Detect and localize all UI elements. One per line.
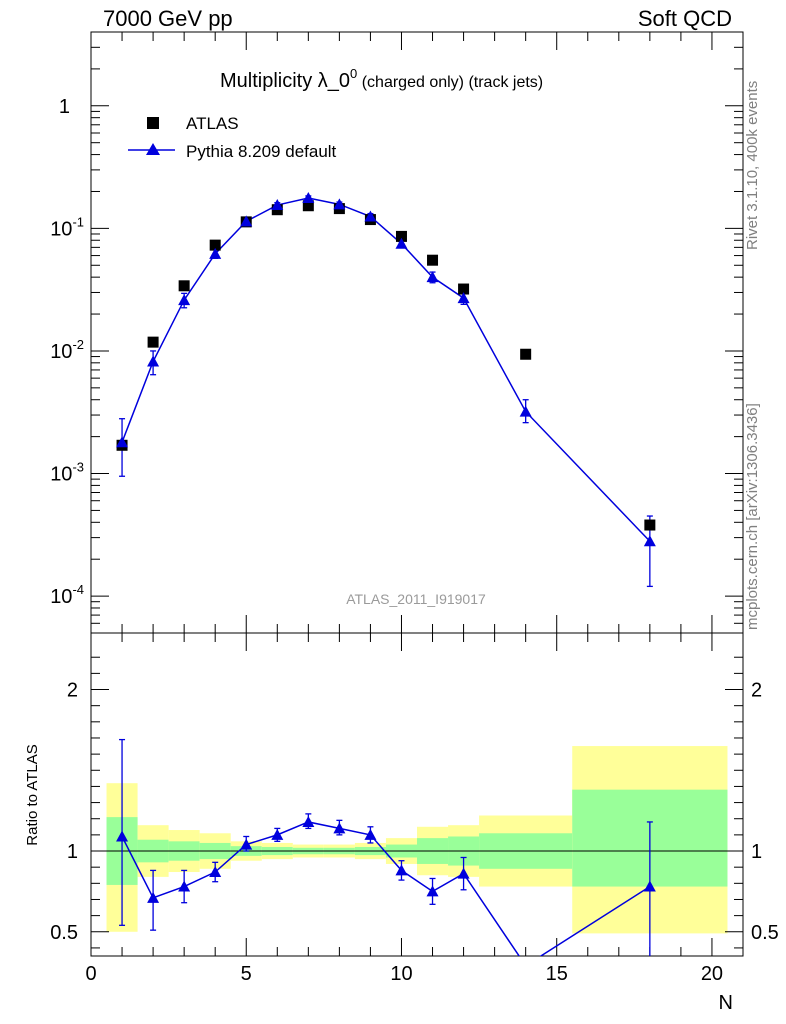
pythia-point bbox=[302, 191, 315, 203]
ratio-point bbox=[643, 880, 656, 892]
ratio-point bbox=[302, 815, 315, 827]
atlas-point bbox=[178, 280, 190, 292]
pythia-point bbox=[147, 355, 160, 367]
x-tick-label-1: 5 bbox=[241, 963, 252, 985]
ratio-y-tick-label-left-1: 1 bbox=[67, 841, 78, 863]
atlas-point bbox=[458, 283, 470, 295]
x-tick-label-2: 10 bbox=[390, 963, 412, 985]
pythia-point bbox=[271, 199, 284, 211]
x-tick-label-3: 15 bbox=[546, 963, 568, 985]
ratio-point bbox=[520, 960, 532, 971]
ratio-y-tick-label-left-2: 2 bbox=[67, 680, 78, 702]
pythia-point bbox=[643, 535, 656, 547]
pythia-point bbox=[364, 210, 377, 222]
y-tick-label-2: 10-2 bbox=[50, 337, 84, 363]
ratio-point bbox=[395, 864, 408, 876]
ratio-plot-ticks: 0 5 10 15 20 0.5 0.5 1 1 2 2 bbox=[50, 633, 779, 985]
ratio-plot-border bbox=[90, 632, 744, 957]
ratio-clipped-marks bbox=[116, 738, 656, 971]
pythia-point bbox=[457, 292, 470, 304]
ratio-point bbox=[178, 880, 191, 892]
pythia-line bbox=[121, 197, 651, 542]
main-plot-ticks: 10-4 10-3 10-2 10-1 1 bbox=[50, 31, 744, 634]
atlas-point bbox=[520, 348, 532, 360]
ratio-plot-marks bbox=[116, 738, 656, 971]
pythia-point bbox=[426, 271, 439, 283]
y-tick-label-0: 10-4 bbox=[50, 582, 84, 608]
ratio-point bbox=[240, 838, 253, 850]
chart-title: Multiplicity λ_00 (charged only) (track … bbox=[220, 66, 543, 92]
ratio-axis-label: Ratio to ATLAS bbox=[24, 744, 41, 845]
legend-marker-pythia bbox=[146, 143, 160, 155]
ratio-point bbox=[457, 867, 470, 879]
legend-label-atlas: ATLAS bbox=[186, 114, 239, 133]
atlas-point bbox=[427, 254, 439, 266]
analysis-watermark: ATLAS_2011_I919017 bbox=[346, 591, 486, 607]
chart-title-sub: (charged only) (track jets) bbox=[357, 74, 543, 91]
y-tick-label-4: 1 bbox=[59, 96, 70, 118]
y-tick-label-3: 10-1 bbox=[50, 214, 84, 240]
pythia-point bbox=[519, 405, 532, 417]
ratio-plot-frame bbox=[90, 632, 744, 957]
y-tick-label-1: 10-3 bbox=[50, 460, 84, 486]
pythia-point bbox=[178, 294, 191, 306]
ratio-bands bbox=[106, 746, 728, 934]
ratio-line bbox=[121, 821, 651, 956]
ratio-y-tick-label-right-2: 2 bbox=[751, 680, 762, 702]
chart-title-main: Multiplicity λ_0 bbox=[220, 70, 350, 92]
atlas-point bbox=[209, 239, 221, 251]
chart-title-sup: 0 bbox=[350, 66, 357, 81]
atlas-point bbox=[302, 200, 314, 212]
header-right: Soft QCD bbox=[637, 6, 732, 31]
ratio-point bbox=[147, 891, 160, 903]
ratio-point bbox=[209, 866, 222, 878]
atlas-point bbox=[147, 336, 159, 348]
header-left: 7000 GeV pp bbox=[103, 6, 233, 31]
ratio-point bbox=[426, 885, 439, 897]
ratio-point bbox=[333, 822, 346, 834]
ratio-y-tick-label-right-0: 0.5 bbox=[751, 922, 779, 944]
atlas-point bbox=[395, 230, 407, 242]
ratio-point bbox=[116, 830, 129, 842]
legend-marker-atlas bbox=[147, 117, 159, 129]
main-plot-marks bbox=[116, 191, 656, 588]
legend: ATLAS Pythia 8.209 default bbox=[128, 114, 337, 161]
legend-label-pythia: Pythia 8.209 default bbox=[186, 142, 337, 161]
ratio-y-tick-label-left-0: 0.5 bbox=[50, 922, 78, 944]
ratio-point bbox=[271, 828, 284, 840]
x-tick-label-4: 20 bbox=[701, 963, 723, 985]
pythia-point bbox=[240, 215, 253, 227]
pythia-point bbox=[209, 247, 222, 259]
atlas-point bbox=[644, 519, 656, 531]
x-tick-label-0: 0 bbox=[85, 963, 96, 985]
pythia-point bbox=[395, 237, 408, 249]
x-axis-label: N bbox=[719, 992, 733, 1014]
ratio-point bbox=[364, 828, 377, 840]
pythia-point bbox=[333, 198, 346, 210]
ratio-y-tick-label-right-1: 1 bbox=[751, 841, 762, 863]
pythia-point bbox=[116, 436, 129, 448]
